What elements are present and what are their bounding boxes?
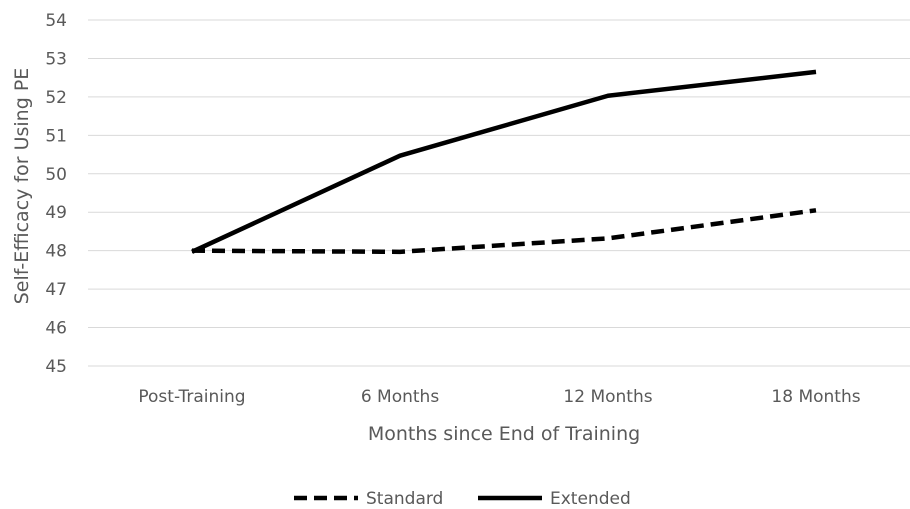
y-axis-title: Self-Efficacy for Using PE	[11, 68, 33, 305]
y-tick-label: 54	[45, 11, 67, 31]
y-tick-label: 52	[45, 88, 67, 108]
y-tick-label: 53	[45, 49, 67, 69]
y-tick-label: 50	[45, 165, 67, 185]
x-axis-title: Months since End of Training	[368, 423, 640, 445]
legend: Standard Extended	[294, 489, 631, 509]
legend-label-standard: Standard	[366, 489, 443, 509]
x-tick-label: 12 Months	[563, 387, 652, 407]
y-tick-label: 45	[45, 357, 67, 377]
series-lines	[192, 72, 816, 252]
y-tick-label: 49	[45, 203, 67, 223]
series-line-standard	[192, 210, 816, 252]
legend-label-extended: Extended	[550, 489, 631, 509]
y-axis-ticks: 45 46 47 48 49 50 51 52 53 54	[45, 11, 67, 377]
x-tick-label: 6 Months	[361, 387, 440, 407]
y-tick-label: 46	[45, 319, 67, 339]
y-tick-label: 51	[45, 126, 67, 146]
y-tick-label: 48	[45, 242, 67, 262]
x-axis-ticks: Post-Training 6 Months 12 Months 18 Months	[138, 387, 860, 407]
gridlines	[88, 20, 910, 366]
x-tick-label: 18 Months	[771, 387, 860, 407]
y-tick-label: 47	[45, 280, 67, 300]
x-tick-label: Post-Training	[138, 387, 245, 407]
